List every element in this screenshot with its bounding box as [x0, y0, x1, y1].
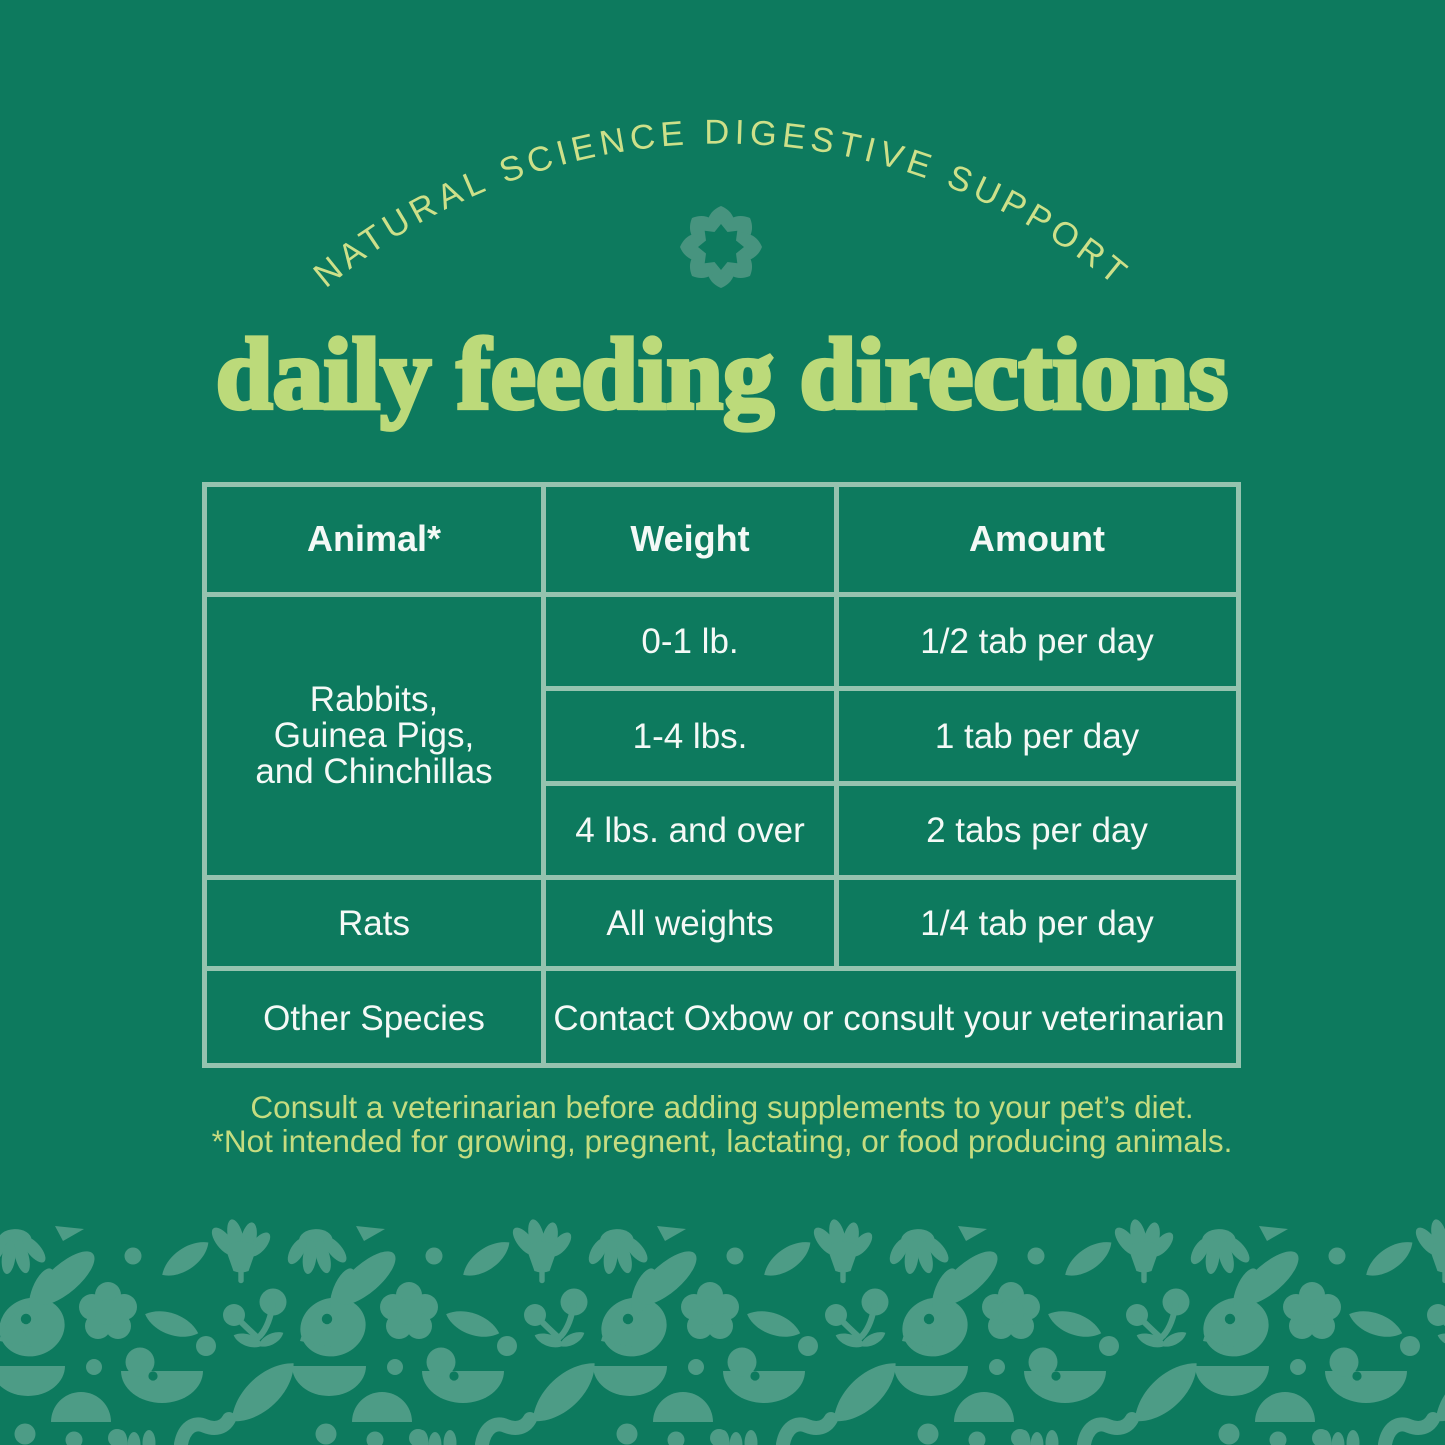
svg-text:Other Species: Other Species — [263, 999, 485, 1038]
svg-text:1 tab per day: 1 tab per day — [935, 717, 1140, 756]
svg-text:4 lbs. and over: 4 lbs. and over — [575, 811, 805, 850]
svg-text:1/2 tab per day: 1/2 tab per day — [920, 622, 1154, 661]
svg-text:Guinea Pigs,: Guinea Pigs, — [274, 716, 474, 755]
svg-text:Weight: Weight — [630, 518, 749, 559]
svg-text:*Not intended for growing, pre: *Not intended for growing, pregnent, lac… — [212, 1123, 1233, 1159]
svg-text:1-4 lbs.: 1-4 lbs. — [633, 717, 748, 756]
svg-text:0-1 lb.: 0-1 lb. — [641, 622, 738, 661]
svg-text:2 tabs per day: 2 tabs per day — [926, 811, 1148, 850]
svg-text:All weights: All weights — [606, 904, 773, 943]
svg-text:daily feeding directions: daily feeding directions — [216, 318, 1228, 431]
svg-text:1/4 tab per day: 1/4 tab per day — [920, 904, 1154, 943]
svg-text:Rats: Rats — [338, 904, 410, 943]
svg-text:Amount: Amount — [969, 518, 1105, 559]
svg-text:and Chinchillas: and Chinchillas — [255, 752, 492, 791]
svg-text:Animal*: Animal* — [307, 518, 441, 559]
svg-text:Consult a veterinarian before: Consult a veterinarian before adding sup… — [250, 1089, 1193, 1125]
svg-text:Rabbits,: Rabbits, — [310, 680, 438, 719]
svg-text:Contact Oxbow or consult your: Contact Oxbow or consult your veterinari… — [553, 999, 1224, 1038]
